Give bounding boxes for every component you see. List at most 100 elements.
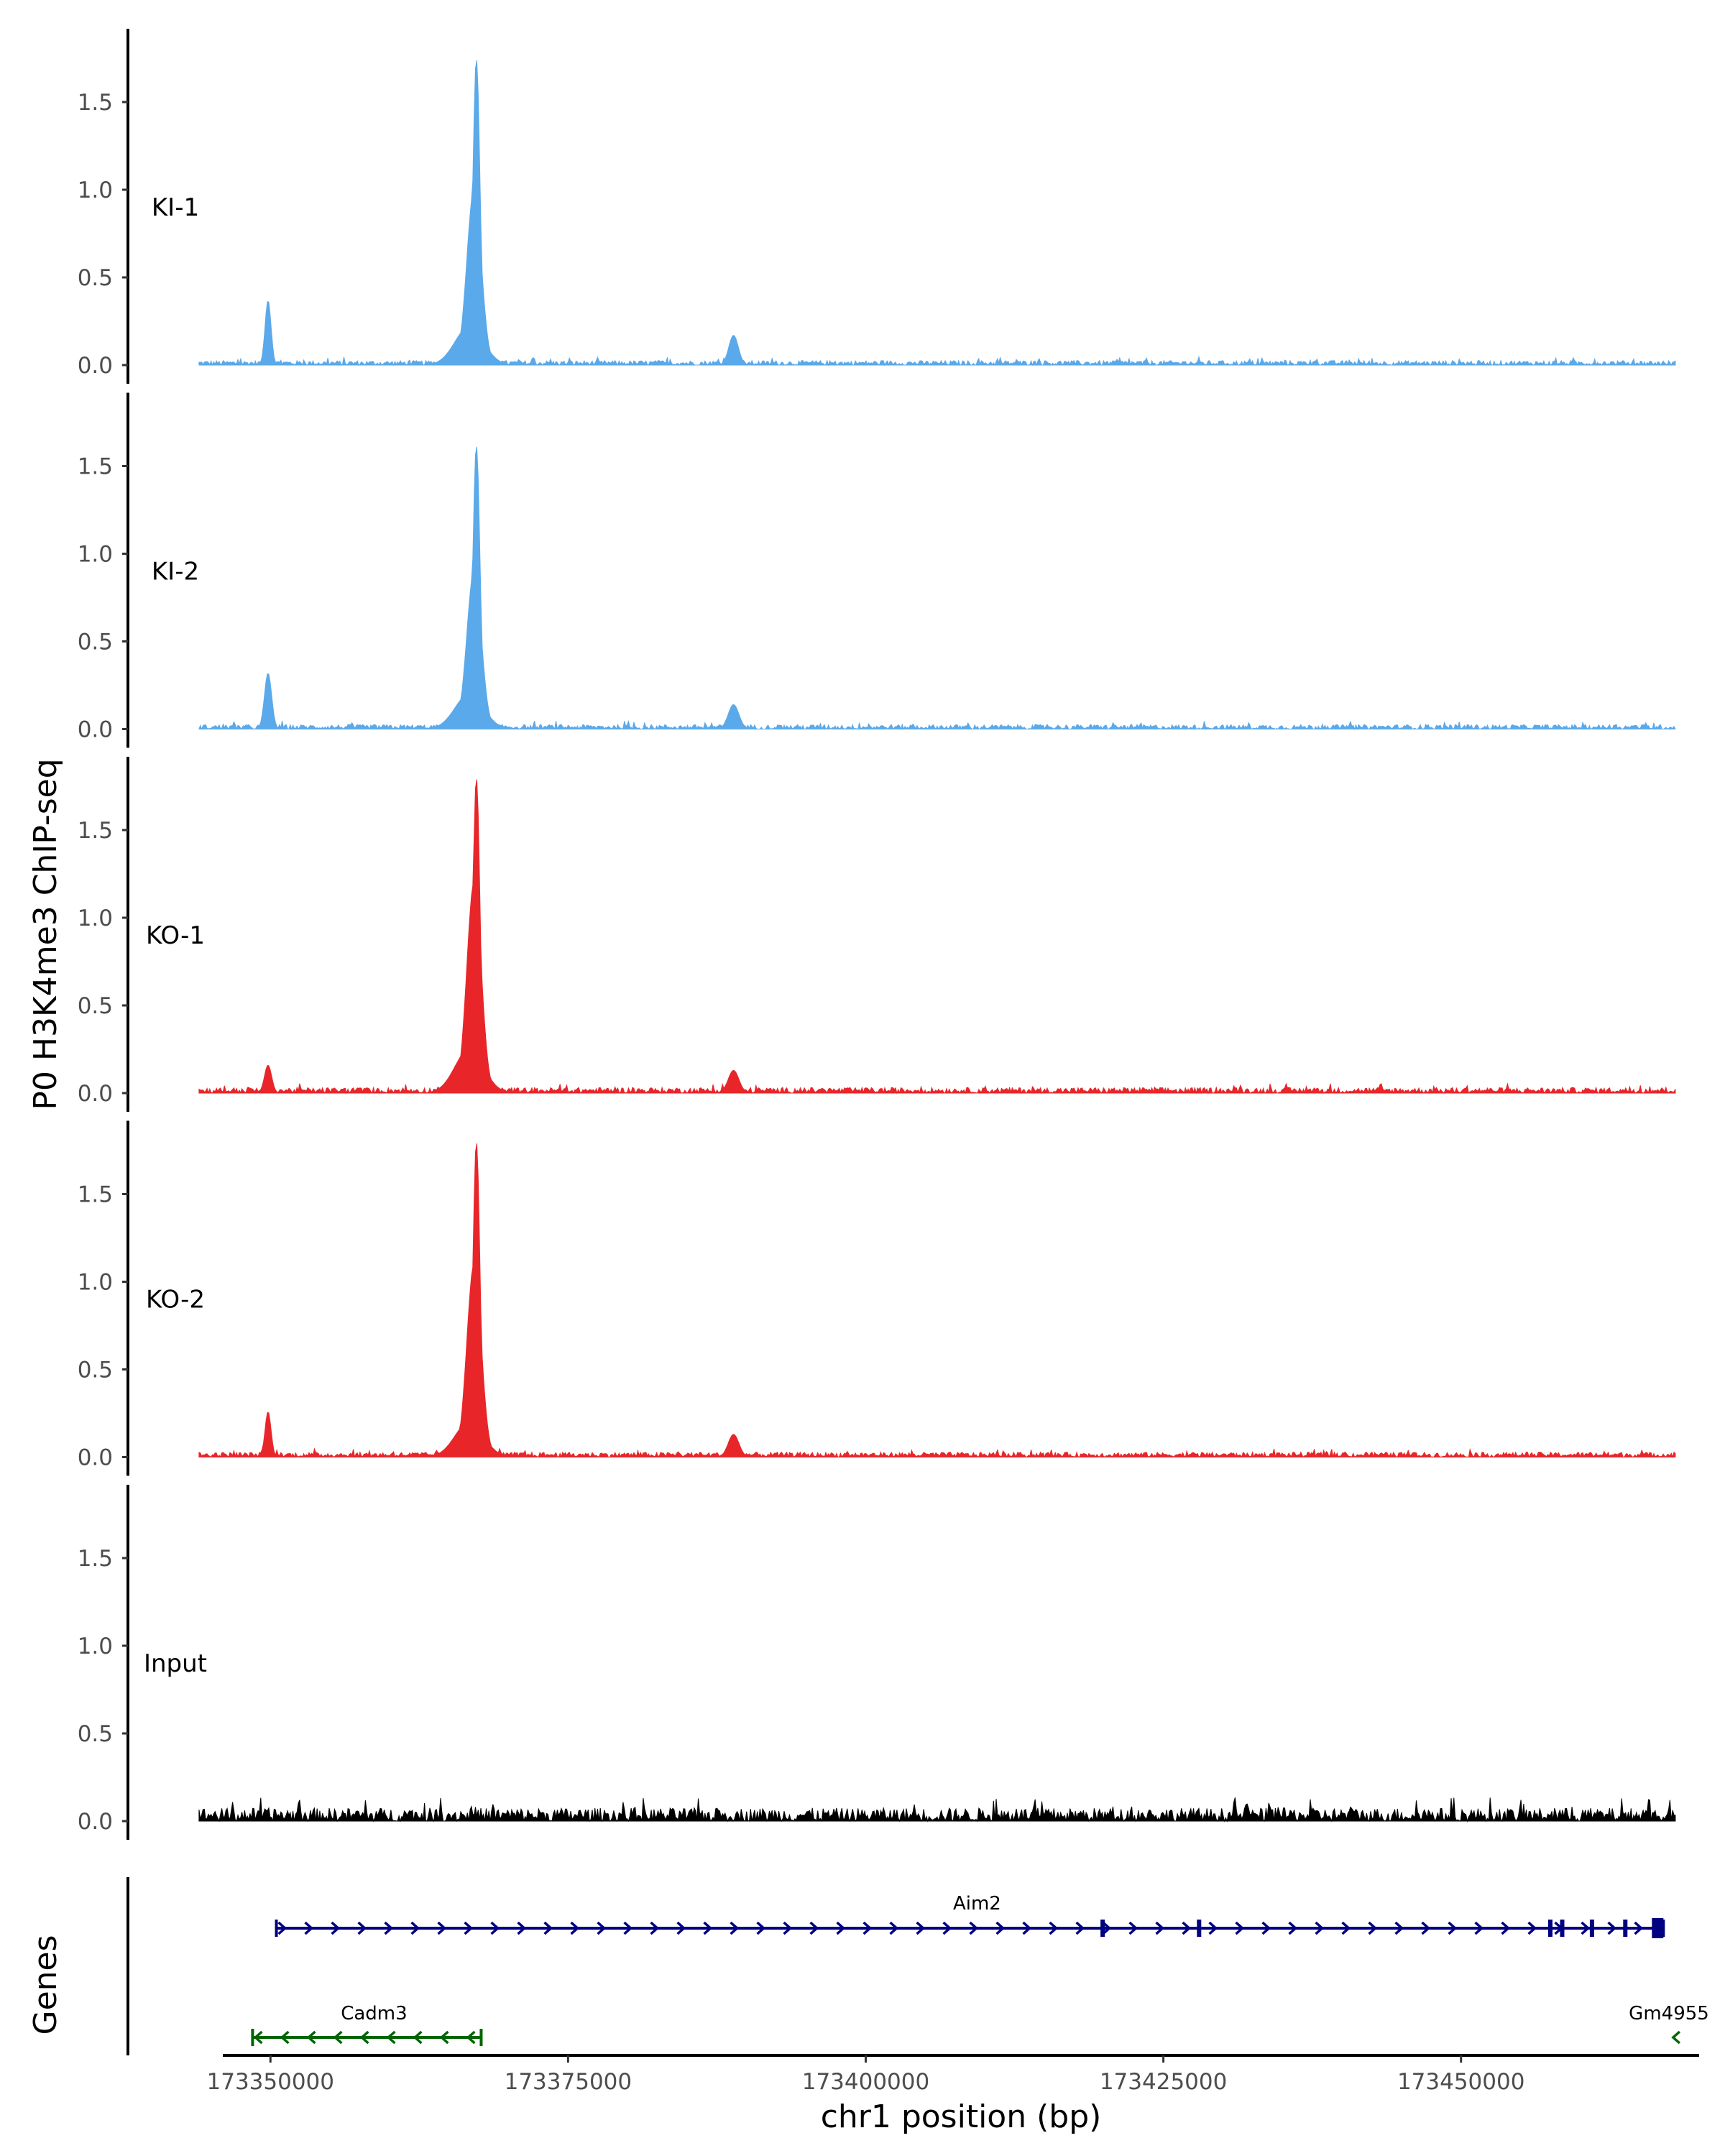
strand-arrow <box>413 2030 423 2045</box>
y-tick-label: 1.5 <box>78 1546 113 1572</box>
strand-arrow <box>650 1921 660 1935</box>
x-tick-label: 173400000 <box>802 2069 930 2095</box>
track-label-ko-1: KO-1 <box>146 921 205 950</box>
gene-cadm3: Cadm3 <box>251 2003 483 2046</box>
coverage-area-ko-1 <box>198 779 1676 1095</box>
strand-arrow <box>437 1921 447 1935</box>
track-label-input: Input <box>144 1649 207 1678</box>
strand-arrow <box>809 1921 819 1935</box>
x-tick-label: 173450000 <box>1397 2069 1525 2095</box>
y-tick-label: 1.5 <box>78 454 113 480</box>
gene-gm4955: Gm4955 <box>1629 2003 1709 2045</box>
exon <box>1197 1920 1202 1937</box>
y-tick-label: 0.5 <box>78 265 113 291</box>
strand-arrow <box>1128 1921 1138 1935</box>
strand-arrow <box>1235 1921 1245 1935</box>
coverage-area-ko-2 <box>198 1143 1676 1459</box>
gene-models: Aim2 Cadm3 Gm4955 <box>251 1893 1709 2046</box>
strand-arrow <box>730 1921 740 1935</box>
y-axis-title: P0 H3K4me3 ChIP-seq <box>27 758 64 1110</box>
track-ki-1: 0.0 0.5 1.0 1.5 KI-1 <box>78 29 1676 384</box>
exon <box>1100 1920 1105 1937</box>
y-tick-label: 0.5 <box>78 1358 113 1383</box>
x-axis: 173350000 173375000 173400000 173425000 1734… <box>207 2054 1699 2135</box>
strand-arrow <box>306 2030 316 2045</box>
track-ki-2: 0.0 0.5 1.0 1.5 KI-2 <box>78 392 1676 748</box>
strand-arrow <box>1448 1921 1458 1935</box>
strand-arrow <box>969 1921 979 1935</box>
strand-arrow <box>357 1921 367 1935</box>
exon-last <box>1652 1918 1664 1938</box>
coverage-area-ki-2 <box>198 446 1676 731</box>
strand-arrow <box>490 1921 500 1935</box>
strand-arrow <box>333 2030 343 2045</box>
track-label-ko-2: KO-2 <box>146 1286 205 1314</box>
strand-arrow <box>570 1921 580 1935</box>
y-tick-label: 1.5 <box>78 1182 113 1208</box>
strand-arrow <box>1341 1921 1351 1935</box>
strand-arrow <box>1102 1921 1112 1935</box>
track-input: 0.0 0.5 1.0 1.5 Input <box>78 1485 1676 1840</box>
genes-track-title: Genes <box>27 1935 64 2035</box>
strand-arrow <box>623 1921 633 1935</box>
strand-arrow <box>1501 1921 1511 1935</box>
strand-arrow <box>597 1921 607 1935</box>
strand-arrow <box>1049 1921 1059 1935</box>
strand-arrow <box>1288 1921 1298 1935</box>
strand-arrow <box>517 1921 527 1935</box>
strand-arrow <box>1474 1921 1484 1935</box>
strand-arrow <box>942 1921 952 1935</box>
y-tick-label: 0.5 <box>78 993 113 1019</box>
strand-arrow <box>703 1921 713 1935</box>
strand-arrow <box>359 2030 369 2045</box>
strand-arrow <box>836 1921 846 1935</box>
y-tick-label: 1.0 <box>78 906 113 931</box>
strand-arrow <box>862 1921 873 1935</box>
strand-arrow <box>304 1921 314 1935</box>
strand-arrow <box>1671 2030 1681 2045</box>
strand-arrow <box>464 1921 474 1935</box>
exon <box>1560 1920 1565 1937</box>
gene-label-cadm3: Cadm3 <box>341 2003 407 2024</box>
y-tick-label: 1.0 <box>78 1634 113 1659</box>
strand-arrow <box>277 1921 288 1935</box>
strand-arrow <box>1155 1921 1165 1935</box>
strand-arrow <box>1607 1921 1617 1935</box>
y-tick-label: 1.0 <box>78 542 113 568</box>
strand-arrow <box>1261 1921 1271 1935</box>
strand-arrow <box>1527 1921 1537 1935</box>
strand-arrow <box>1022 1921 1032 1935</box>
y-tick-label: 1.0 <box>78 178 113 203</box>
y-axis-title-group: P0 H3K4me3 ChIP-seq <box>27 758 64 1110</box>
strand-arrow <box>1634 1921 1644 1935</box>
strand-arrow <box>1315 1921 1325 1935</box>
strand-arrow <box>466 2030 476 2045</box>
strand-arrow <box>384 1921 394 1935</box>
exon <box>1589 1920 1594 1937</box>
x-tick-label: 173350000 <box>207 2069 335 2095</box>
strand-arrow <box>1581 1921 1591 1935</box>
strand-arrow <box>280 2030 290 2045</box>
y-tick-label: 1.5 <box>78 90 113 116</box>
x-tick-label: 173375000 <box>505 2069 632 2095</box>
coverage-tracks: 0.0 0.5 1.0 1.5 KI-1 0.0 0.5 1.0 1.5 KI-2 0.0 0.5 1.… <box>78 29 1676 1840</box>
strand-arrow <box>386 2030 396 2045</box>
coverage-area-input <box>198 1797 1676 1823</box>
x-axis-title: chr1 position (bp) <box>821 2099 1102 2135</box>
strand-arrow <box>253 2030 263 2045</box>
strand-arrow <box>756 1921 766 1935</box>
strand-arrow <box>410 1921 420 1935</box>
strand-arrow <box>543 1921 553 1935</box>
strand-arrow <box>1394 1921 1404 1935</box>
coverage-area-ki-1 <box>198 60 1676 367</box>
track-label-ki-2: KI-2 <box>152 558 199 586</box>
y-tick-label: 0.0 <box>78 1445 113 1471</box>
y-tick-label: 0.0 <box>78 353 113 379</box>
gene-track: Genes Aim2 Cadm3 Gm4955 <box>27 1877 1709 2055</box>
y-tick-label: 0.5 <box>78 1721 113 1747</box>
strand-arrow <box>1075 1921 1085 1935</box>
gene-aim2: Aim2 <box>275 1893 1665 1938</box>
y-tick-label: 0.5 <box>78 630 113 655</box>
strand-arrow <box>889 1921 899 1935</box>
strand-arrow <box>916 1921 926 1935</box>
